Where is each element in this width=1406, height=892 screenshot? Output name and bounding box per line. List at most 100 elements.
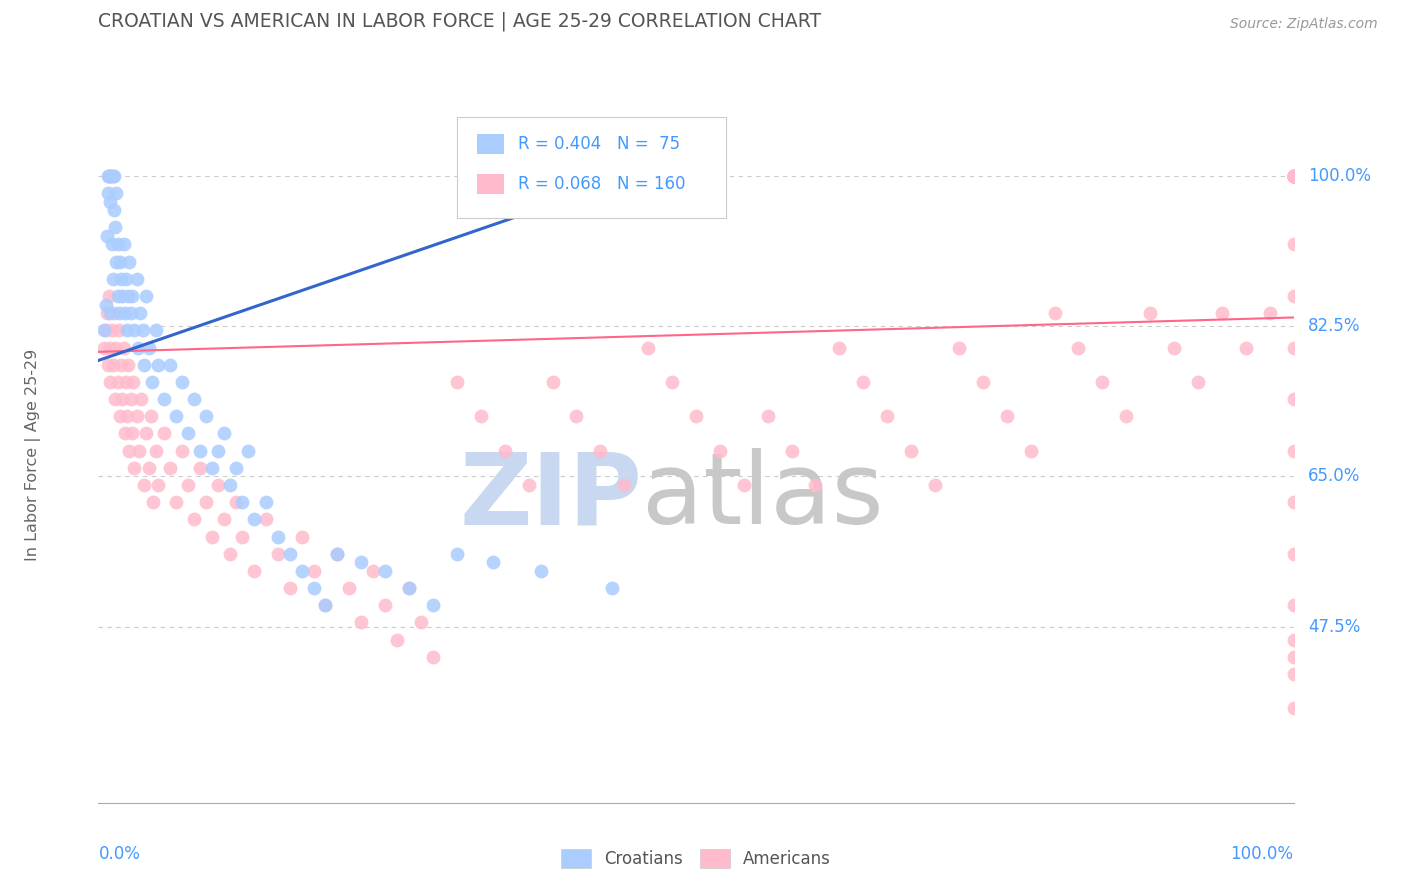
- Point: [131, 323, 153, 337]
- Point: [1282, 169, 1305, 183]
- Point: [780, 443, 803, 458]
- Point: [127, 341, 149, 355]
- Point: [96, 306, 118, 320]
- Point: [108, 409, 131, 424]
- Point: [1282, 169, 1305, 183]
- Point: [1115, 409, 1137, 424]
- Point: [374, 564, 396, 578]
- Point: [201, 529, 224, 543]
- Text: CROATIAN VS AMERICAN IN LABOR FORCE | AGE 25-29 CORRELATION CHART: CROATIAN VS AMERICAN IN LABOR FORCE | AG…: [98, 12, 821, 31]
- Point: [98, 194, 122, 209]
- Text: In Labor Force | Age 25-29: In Labor Force | Age 25-29: [25, 349, 41, 561]
- Point: [1282, 169, 1305, 183]
- Point: [97, 358, 120, 372]
- Point: [1282, 632, 1305, 647]
- Point: [135, 426, 157, 441]
- Point: [103, 306, 125, 320]
- Point: [105, 254, 128, 268]
- Point: [107, 323, 129, 337]
- Point: [98, 169, 121, 183]
- Point: [1282, 169, 1305, 183]
- Point: [995, 409, 1018, 424]
- Point: [1282, 169, 1305, 183]
- Point: [98, 341, 122, 355]
- Point: [924, 478, 946, 492]
- Point: [131, 392, 153, 406]
- Point: [1282, 169, 1305, 183]
- Point: [541, 375, 564, 389]
- Point: [93, 323, 115, 337]
- Point: [122, 375, 145, 389]
- Point: [733, 478, 755, 492]
- Point: [1282, 169, 1305, 183]
- Point: [219, 478, 242, 492]
- Point: [194, 409, 217, 424]
- Point: [1282, 169, 1305, 183]
- Point: [529, 564, 551, 578]
- Point: [1282, 169, 1305, 183]
- Point: [709, 443, 731, 458]
- Point: [1282, 169, 1305, 183]
- Point: [1282, 169, 1305, 183]
- Point: [1282, 169, 1305, 183]
- Point: [267, 547, 290, 561]
- Point: [756, 409, 779, 424]
- Point: [470, 409, 492, 424]
- Point: [132, 478, 155, 492]
- Point: [114, 306, 136, 320]
- Point: [600, 581, 623, 595]
- Point: [121, 289, 143, 303]
- Point: [363, 564, 385, 578]
- Point: [1282, 169, 1305, 183]
- Point: [231, 529, 253, 543]
- Point: [1282, 169, 1305, 183]
- Point: [326, 547, 349, 561]
- Point: [661, 375, 683, 389]
- Point: [1282, 169, 1305, 183]
- Point: [94, 323, 117, 337]
- Point: [1163, 341, 1185, 355]
- Point: [94, 297, 117, 311]
- Point: [254, 512, 277, 526]
- Point: [98, 169, 122, 183]
- Point: [1282, 169, 1305, 183]
- Point: [118, 443, 141, 458]
- Point: [153, 426, 176, 441]
- Point: [172, 375, 194, 389]
- Point: [117, 358, 139, 372]
- Point: [1282, 169, 1305, 183]
- Point: [165, 409, 187, 424]
- Point: [103, 203, 125, 218]
- Point: [183, 512, 205, 526]
- Point: [398, 581, 420, 595]
- Point: [1282, 169, 1305, 183]
- Point: [1282, 701, 1305, 715]
- Point: [290, 564, 312, 578]
- Point: [112, 237, 135, 252]
- Point: [107, 306, 129, 320]
- Point: [225, 495, 247, 509]
- Point: [315, 599, 337, 613]
- Point: [422, 649, 444, 664]
- Point: [1282, 169, 1305, 183]
- Point: [1139, 306, 1161, 320]
- Point: [1043, 306, 1066, 320]
- Point: [117, 289, 139, 303]
- Point: [112, 341, 135, 355]
- Point: [115, 409, 138, 424]
- Point: [105, 186, 128, 200]
- Point: [1282, 169, 1305, 183]
- Point: [1282, 599, 1305, 613]
- Point: [243, 564, 266, 578]
- Point: [1282, 169, 1305, 183]
- Point: [129, 306, 152, 320]
- Point: [128, 443, 150, 458]
- Point: [637, 341, 659, 355]
- Text: Source: ZipAtlas.com: Source: ZipAtlas.com: [1230, 17, 1378, 31]
- Point: [1282, 169, 1305, 183]
- Point: [98, 289, 121, 303]
- Point: [411, 615, 433, 630]
- Point: [97, 169, 120, 183]
- Point: [107, 289, 129, 303]
- Point: [177, 426, 200, 441]
